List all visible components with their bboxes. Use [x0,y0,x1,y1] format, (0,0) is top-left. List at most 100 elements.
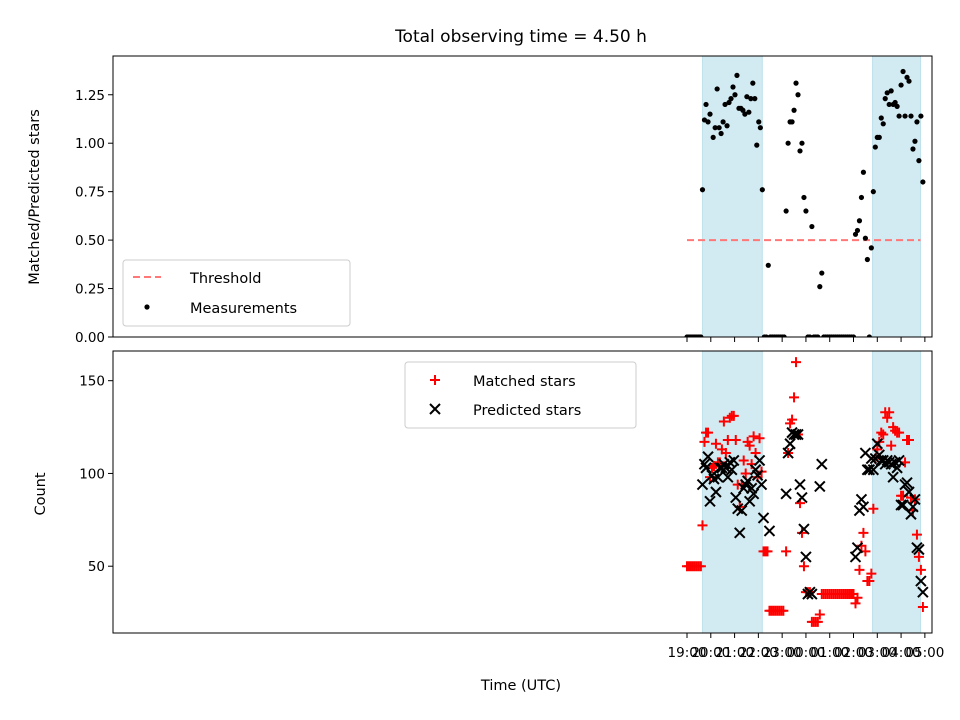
legend-measurements-swatch [144,304,150,310]
measurement-point [722,101,728,108]
matched-star-point [728,410,739,421]
x-tick-label: 04:00 [882,645,921,661]
measurement-point [910,146,916,152]
predicted-star-point [702,451,714,463]
matched-star-point [886,440,897,451]
predicted-star-point [741,475,754,487]
measurement-point [886,101,892,108]
measurement-point [726,99,732,106]
x-tick-label: 02:00 [834,645,873,661]
predicted-star-point [780,488,792,500]
matched-star-point [866,568,877,579]
measurement-point [799,140,805,146]
predicted-star-point [794,478,806,491]
matched-star-point [796,527,807,538]
measurement-point [742,111,748,117]
matched-star-point [703,427,714,438]
measurement-point [759,187,765,193]
predicted-star-point [712,471,724,483]
matched-star-point [699,436,710,447]
predicted-star-point [792,428,804,441]
measurement-point [797,148,803,154]
matched-star-point [876,427,887,438]
matched-star-point [878,429,889,440]
matched-star-point [904,435,915,446]
measurement-point [801,194,807,201]
y-tick-label: 0.25 [75,282,105,298]
measurement-point [850,334,857,337]
measurement-point [892,99,898,106]
x-tick-label: 00:00 [786,645,825,661]
matched-star-point [798,561,809,572]
measurement-point [916,158,922,164]
measurement-point [707,111,713,117]
measurement-point [793,80,799,86]
legend-measurements-label: Measurements [190,301,297,317]
measurement-point [757,125,763,131]
matched-star-point [695,561,706,572]
measurement-point [894,103,900,109]
matched-star-point [740,468,751,479]
measurement-point [914,119,920,125]
measurement-point [752,96,758,102]
measurement-point [724,123,730,129]
matched-star-point [754,433,765,444]
measurement-point [870,189,876,195]
legend-box [404,361,637,429]
measurement-point [699,187,706,193]
measurement-point [785,140,791,146]
y-tick-label: 0.00 [75,330,105,346]
legend-predicted-label: Predicted stars [473,403,581,419]
predicted-star-point [887,471,899,483]
measurement-point [714,86,720,92]
legend-threshold-label: Threshold [189,271,261,287]
measurement-point [878,115,884,121]
measurement-point [748,96,754,102]
plot-area-2 [682,357,929,627]
measurement-point [703,101,709,108]
predicted-star-point [913,543,925,556]
matched-star-point [697,520,708,531]
shaded-interval-2 [872,55,922,338]
x-tick-label: 01:00 [810,645,849,661]
matched-star-point [894,427,905,438]
measurement-point [908,113,914,119]
y-tick-label: 1.25 [75,88,105,104]
matched-star-point [762,546,773,557]
matched-star-point [868,503,879,514]
measurement-point [710,134,716,140]
matched-star-point [854,564,865,575]
series-measurements [684,68,926,337]
predicted-star-point [747,488,760,500]
predicted-star-point [790,428,802,441]
measurement-point [888,88,894,94]
matched-star-point [778,605,789,616]
measurement-point [819,270,825,276]
axes-frame [112,350,933,634]
matched-star-point [858,527,869,538]
x-tick-label: 20:00 [691,645,730,661]
measurement-point [765,262,771,268]
matched-star-point [913,551,924,562]
measurement-point [904,74,910,80]
matched-star-point [812,616,823,627]
predicted-star-point [784,438,796,450]
matched-star-point [710,438,721,449]
measurement-point [720,119,726,125]
measurement-point [902,113,908,119]
matched-star-point [882,412,893,423]
measurement-point [815,334,821,337]
measurement-point [803,208,809,214]
matched-star-point [911,529,922,540]
legend-predicted-swatch [429,403,441,415]
measurement-point [872,144,878,150]
measurement-point [866,334,872,337]
matched-star-point [720,448,731,459]
measurement-point [920,179,926,185]
predicted-star-point [757,512,770,524]
measurement-point [852,231,859,237]
predicted-star-point [895,499,907,511]
matched-star-point [864,576,875,587]
matched-star-point [852,592,863,603]
chart-title: Total observing time = 4.50 h [394,27,647,47]
